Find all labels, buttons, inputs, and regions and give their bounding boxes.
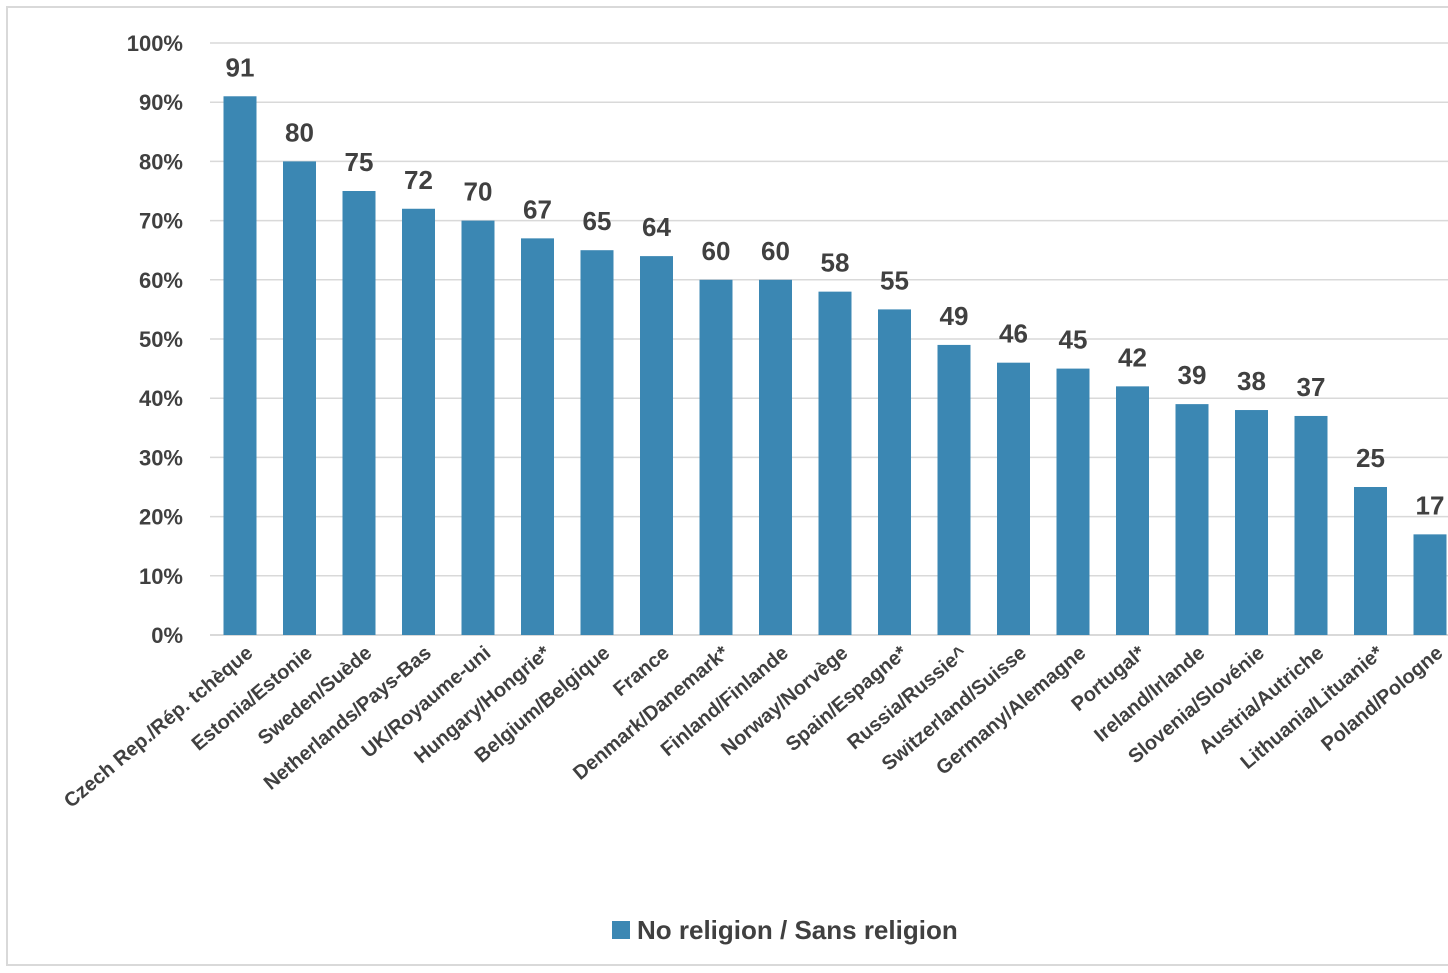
- y-tick-label: 30%: [139, 445, 183, 470]
- data-label: 65: [583, 206, 612, 236]
- data-label: 80: [285, 117, 314, 147]
- data-label: 67: [523, 194, 552, 224]
- y-tick-label: 100%: [127, 31, 183, 56]
- y-tick-label: 20%: [139, 505, 183, 530]
- bar: [521, 238, 554, 636]
- bar: [1175, 404, 1209, 635]
- y-tick-label: 10%: [139, 564, 183, 589]
- data-label: 17: [1416, 490, 1445, 520]
- bar: [699, 279, 733, 635]
- bar: [1056, 368, 1090, 635]
- data-label: 39: [1178, 360, 1207, 390]
- bar: [818, 291, 852, 635]
- data-label: 55: [880, 265, 909, 295]
- y-axis: 0% 10% 20% 30% 40% 50% 60% 70% 80% 90% 100%: [127, 31, 183, 648]
- y-tick-label: 40%: [139, 386, 183, 411]
- chart-frame: [6, 6, 1448, 966]
- x-axis: Czech Rep./Rép. tchèqueEstonia/EstonieSw…: [60, 642, 1447, 813]
- bar: [402, 208, 435, 635]
- bar: [1413, 534, 1447, 635]
- bar: [759, 279, 792, 635]
- data-label: 60: [702, 236, 731, 266]
- legend: No religion / Sans religion: [612, 915, 958, 945]
- y-tick-label: 0%: [151, 623, 183, 648]
- bar: [1354, 487, 1387, 635]
- data-label: 49: [940, 301, 969, 331]
- bar: [937, 344, 971, 635]
- data-label: 70: [464, 177, 493, 207]
- bar: [461, 220, 495, 635]
- data-label: 45: [1059, 325, 1088, 355]
- data-label: 37: [1297, 372, 1326, 402]
- data-labels: 91 80 75 72 70 67 65 64 60 60 58 55 49 46 45 42 39 38 37 25…: [226, 52, 1445, 520]
- bar: [1116, 386, 1149, 635]
- y-tick-label: 50%: [139, 327, 183, 352]
- data-label: 60: [761, 236, 790, 266]
- bar: [878, 309, 911, 635]
- y-tick-label: 70%: [139, 209, 183, 234]
- data-label: 75: [345, 147, 374, 177]
- data-label: 58: [821, 248, 850, 278]
- bar: [640, 256, 673, 635]
- data-label: 38: [1237, 366, 1266, 396]
- bar: [1235, 410, 1268, 635]
- bar: [997, 362, 1030, 635]
- y-tick-label: 90%: [139, 90, 183, 115]
- bars: [223, 96, 1447, 636]
- bar: [342, 191, 376, 635]
- data-label: 91: [226, 52, 255, 82]
- data-label: 25: [1356, 443, 1385, 473]
- y-tick-label: 80%: [139, 149, 183, 174]
- bar: [1294, 415, 1328, 635]
- data-label: 72: [404, 165, 433, 195]
- data-label: 46: [999, 319, 1028, 349]
- bar: [283, 161, 316, 635]
- bar: [580, 250, 614, 635]
- data-label: 42: [1118, 342, 1147, 372]
- legend-label: No religion / Sans religion: [637, 915, 958, 945]
- data-label: 64: [642, 212, 671, 242]
- bar: [223, 96, 257, 635]
- legend-swatch: [612, 921, 630, 939]
- y-tick-label: 60%: [139, 268, 183, 293]
